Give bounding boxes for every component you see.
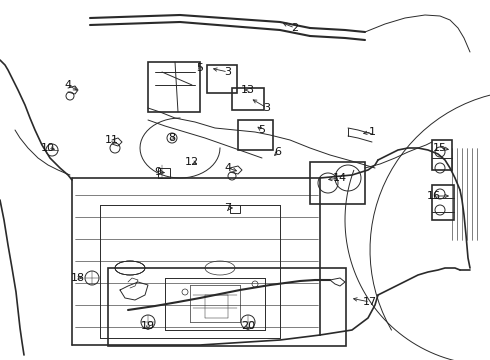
Text: 10: 10 xyxy=(41,143,55,153)
Text: 12: 12 xyxy=(185,157,199,167)
Bar xyxy=(148,62,200,112)
Text: 14: 14 xyxy=(333,173,347,183)
Text: 1: 1 xyxy=(368,127,375,137)
Text: 15: 15 xyxy=(433,143,447,153)
Bar xyxy=(238,120,273,150)
Bar xyxy=(432,185,454,220)
Text: 8: 8 xyxy=(169,133,175,143)
Text: 20: 20 xyxy=(241,321,255,331)
Text: 7: 7 xyxy=(224,203,232,213)
Text: 9: 9 xyxy=(154,167,162,177)
Text: 2: 2 xyxy=(292,23,298,33)
Bar xyxy=(207,65,237,93)
Bar xyxy=(158,168,170,178)
Text: 5: 5 xyxy=(196,63,203,73)
Text: 13: 13 xyxy=(241,85,255,95)
Text: 4: 4 xyxy=(224,163,232,173)
Text: 3: 3 xyxy=(224,67,231,77)
Text: 11: 11 xyxy=(105,135,119,145)
Text: 16: 16 xyxy=(427,191,441,201)
Bar xyxy=(432,140,452,170)
Text: 5: 5 xyxy=(259,125,266,135)
Text: 6: 6 xyxy=(274,147,281,157)
Text: 19: 19 xyxy=(141,321,155,331)
Text: 18: 18 xyxy=(71,273,85,283)
Bar xyxy=(310,162,365,204)
Text: 4: 4 xyxy=(65,80,72,90)
Bar xyxy=(232,88,264,110)
Text: 3: 3 xyxy=(264,103,270,113)
Text: 17: 17 xyxy=(363,297,377,307)
Bar xyxy=(230,205,240,213)
Bar xyxy=(108,268,346,346)
